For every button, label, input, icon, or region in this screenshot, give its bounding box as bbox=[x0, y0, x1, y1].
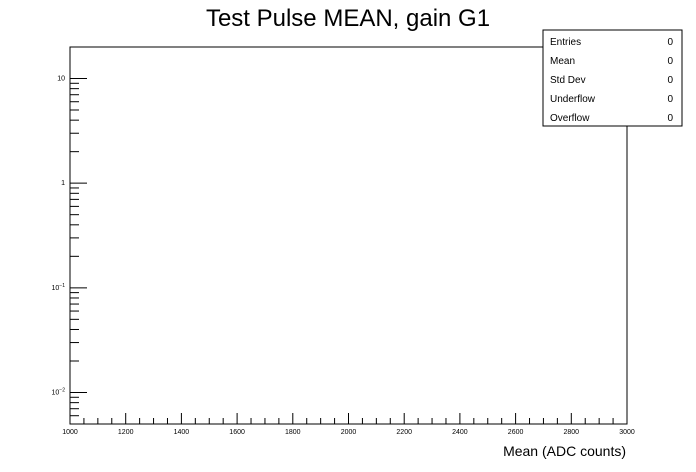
x-tick-label: 1000 bbox=[62, 429, 78, 436]
stats-box-frame bbox=[542, 29, 683, 127]
stats-row-label: Mean bbox=[550, 56, 575, 67]
stats-row-label: Entries bbox=[550, 37, 581, 48]
stats-row-label: Std Dev bbox=[550, 75, 586, 86]
stats-row-label: Underflow bbox=[550, 94, 596, 105]
x-axis: 1000 1200 1400 1600 1800 2000 2200 2400 2600 2800… bbox=[62, 413, 635, 436]
stats-row-value: 0 bbox=[667, 94, 673, 105]
x-tick-label: 2400 bbox=[452, 429, 468, 436]
x-tick-label: 2600 bbox=[508, 429, 524, 436]
y-tick-label: 10 bbox=[57, 76, 65, 83]
stats-row-value: 0 bbox=[667, 37, 673, 48]
x-tick-label: 2000 bbox=[341, 429, 357, 436]
x-tick-label: 1800 bbox=[285, 429, 301, 436]
y-tick-label: 10−2 bbox=[52, 387, 66, 396]
x-tick-label: 1400 bbox=[174, 429, 190, 436]
x-tick-label: 2800 bbox=[564, 429, 580, 436]
x-tick-label: 1200 bbox=[118, 429, 134, 436]
x-tick-label: 2200 bbox=[396, 429, 412, 436]
y-tick-label: 1 bbox=[61, 180, 65, 187]
stats-row-value: 0 bbox=[667, 113, 673, 124]
x-tick-label: 3000 bbox=[619, 429, 635, 436]
stats-box: Entries 0 Mean 0 Std Dev 0 Underflow 0 Overflow 0 bbox=[542, 29, 683, 127]
chart-title: Test Pulse MEAN, gain G1 bbox=[206, 5, 490, 32]
stats-row-value: 0 bbox=[667, 75, 673, 86]
y-axis: 10 1 10−1 10−2 bbox=[52, 46, 87, 425]
x-axis-title: Mean (ADC counts) bbox=[503, 443, 626, 459]
stats-row-label: Overflow bbox=[550, 113, 590, 124]
y-tick-label: 10−1 bbox=[52, 283, 66, 292]
x-tick-label: 1600 bbox=[229, 429, 245, 436]
stats-row-value: 0 bbox=[667, 56, 673, 67]
